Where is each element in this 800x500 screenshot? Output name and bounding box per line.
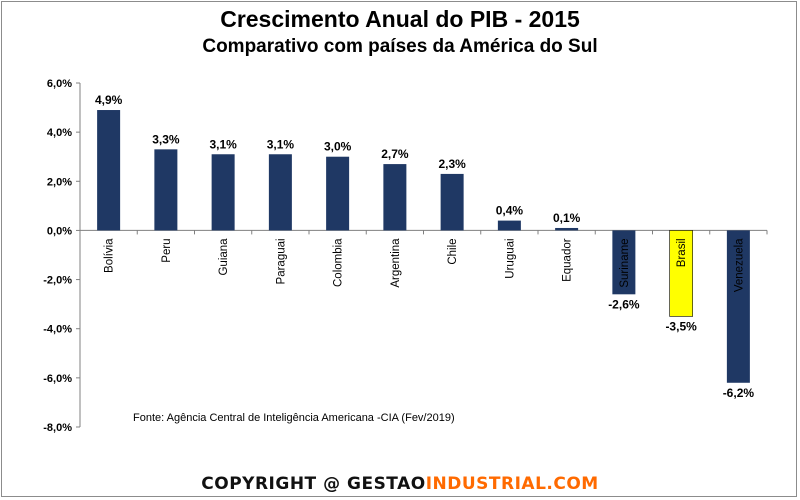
- data-label: 3,1%: [209, 137, 237, 151]
- bar-equador: [555, 227, 579, 231]
- y-tick-label: 0,0%: [47, 225, 72, 237]
- data-label: 0,4%: [496, 204, 524, 218]
- source-note: Fonte: Agência Central de Inteligência A…: [133, 412, 455, 424]
- chart-subtitle: Comparativo com países da América do Sul: [202, 36, 598, 57]
- y-tick-label: 4,0%: [47, 127, 72, 139]
- bar-guiana: [211, 154, 235, 231]
- chart-title: Crescimento Anual do PIB - 2015: [220, 6, 580, 32]
- category-label: Equador: [562, 238, 574, 282]
- bar-argentina: [383, 164, 407, 231]
- category-label: Paraguai: [275, 238, 287, 284]
- bar-uruguai: [497, 220, 521, 231]
- bar-chart: 6,0% 4,0% 2,0% 0,0% -2,0% -4,0% -6,0% -8,0% 4,9…: [43, 78, 768, 434]
- data-label: 3,0%: [324, 140, 352, 154]
- category-label: Uruguai: [504, 238, 516, 278]
- bar-brasil: [669, 230, 693, 317]
- data-label: 4,9%: [95, 93, 123, 107]
- category-label: Brasil: [676, 238, 688, 267]
- bar-colombia: [326, 156, 350, 231]
- data-label: 2,3%: [438, 157, 466, 171]
- y-tick-label: 2,0%: [47, 176, 72, 188]
- bar-bolívia: [97, 110, 121, 231]
- copyright-prefix: COPYRIGHT @: [201, 474, 347, 494]
- y-tick-label: -6,0%: [43, 373, 72, 385]
- data-label: -6,2%: [723, 386, 755, 400]
- data-label: -3,5%: [665, 319, 697, 333]
- bar-paraguai: [268, 154, 292, 231]
- y-tick-label: 6,0%: [47, 78, 72, 90]
- y-tick-label: -2,0%: [43, 275, 72, 287]
- category-label: Suriname: [619, 238, 631, 287]
- y-tick-label: -8,0%: [43, 422, 72, 434]
- data-label: 3,3%: [152, 132, 180, 146]
- data-label: 0,1%: [553, 211, 581, 225]
- y-tick-label: -4,0%: [43, 324, 72, 336]
- category-label: Venezuela: [733, 238, 745, 292]
- copyright-footer: COPYRIGHT @ GESTAOINDUSTRIAL.COM: [0, 474, 800, 494]
- category-label: Bolívia: [104, 238, 116, 273]
- data-label: -2,6%: [608, 297, 640, 311]
- category-label: Guiana: [218, 238, 230, 276]
- category-label: Colombia: [333, 238, 345, 287]
- category-label: Peru: [161, 238, 173, 262]
- category-label: Chile: [447, 238, 459, 264]
- bar-peru: [154, 149, 178, 231]
- bar-venezuela: [726, 230, 750, 383]
- bar-suriname: [612, 230, 636, 295]
- data-label: 3,1%: [267, 137, 295, 151]
- brand-gestao: GESTAO: [347, 474, 426, 494]
- category-label: Argentina: [390, 238, 402, 288]
- data-label: 2,7%: [381, 147, 409, 161]
- bar-chile: [440, 173, 464, 231]
- brand-industrial: INDUSTRIAL.COM: [425, 474, 599, 494]
